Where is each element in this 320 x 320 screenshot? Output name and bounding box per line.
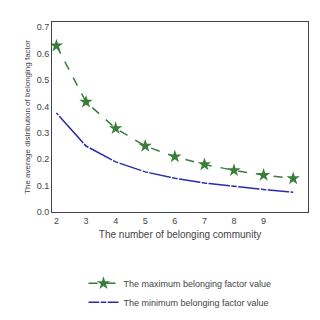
svg-text:0.7: 0.7 (37, 22, 50, 32)
svg-text:0.5: 0.5 (37, 75, 50, 85)
svg-text:The minimum belonging factor v: The minimum belonging factor value (124, 298, 269, 308)
svg-text:The average distribution of be: The average distribution of belonging fa… (23, 40, 32, 194)
svg-text:0.2: 0.2 (37, 154, 50, 164)
svg-text:The maximum belonging factor v: The maximum belonging factor value (124, 279, 272, 289)
svg-text:0.0: 0.0 (37, 207, 50, 217)
svg-text:6: 6 (172, 216, 177, 226)
svg-text:8: 8 (232, 216, 237, 226)
svg-text:The number of belonging commun: The number of belonging community (99, 229, 261, 240)
svg-text:7: 7 (202, 216, 207, 226)
svg-text:0.6: 0.6 (37, 49, 50, 59)
svg-text:4: 4 (113, 216, 118, 226)
svg-text:0.4: 0.4 (37, 102, 50, 112)
svg-text:2: 2 (54, 216, 59, 226)
svg-text:0.3: 0.3 (37, 128, 50, 138)
svg-text:9: 9 (261, 216, 266, 226)
svg-text:5: 5 (143, 216, 148, 226)
svg-text:0.1: 0.1 (37, 181, 50, 191)
svg-text:3: 3 (84, 216, 89, 226)
